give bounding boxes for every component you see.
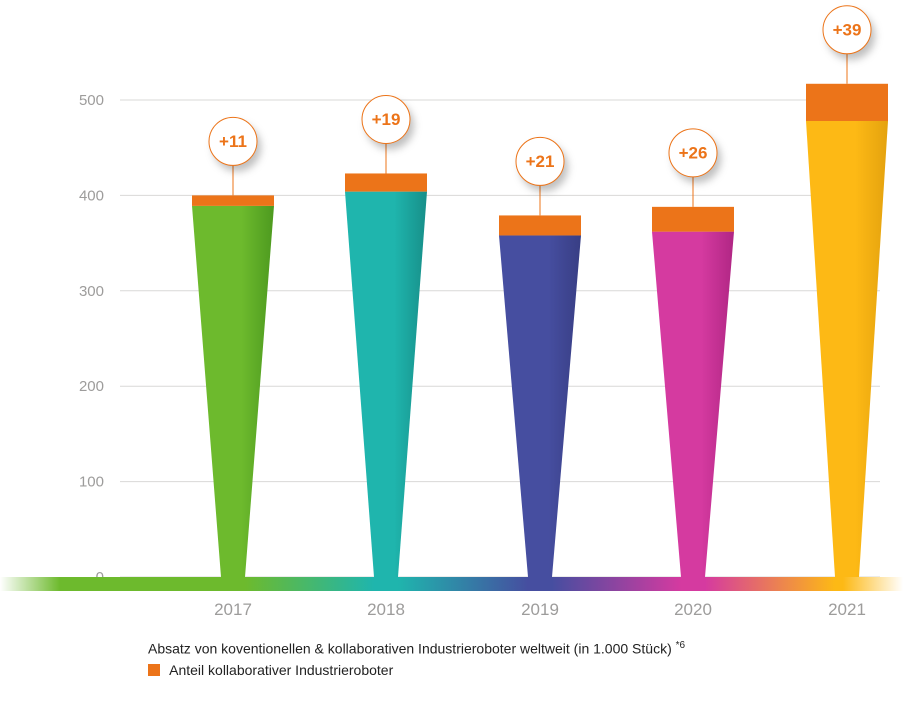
caption-note: *6: [676, 640, 685, 651]
stacked-bar-chart: 0100200300400500+112017+192018+212019+26…: [0, 0, 903, 706]
x-category: 2018: [367, 600, 405, 619]
caption-main: Absatz von koventionellen & kollaborativ…: [148, 638, 685, 660]
caption-text: Absatz von koventionellen & kollaborativ…: [148, 641, 672, 657]
bar-collaborative: [806, 84, 888, 121]
bar-conventional: [499, 235, 581, 577]
delta-label: +26: [679, 143, 708, 162]
x-category: 2017: [214, 600, 252, 619]
bar-collaborative: [652, 207, 734, 232]
svg-text:400: 400: [79, 187, 104, 204]
bar-collaborative: [192, 195, 274, 205]
legend-swatch: [148, 664, 160, 676]
delta-label: +39: [833, 20, 862, 39]
delta-label: +11: [219, 132, 247, 151]
legend-row: Anteil kollaborativer Industrieroboter: [148, 660, 685, 682]
x-category: 2020: [674, 600, 712, 619]
delta-label: +19: [372, 110, 401, 129]
caption-block: Absatz von koventionellen & kollaborativ…: [148, 638, 685, 682]
bar-conventional: [652, 232, 734, 577]
bar-conventional: [806, 121, 888, 577]
svg-text:200: 200: [79, 378, 104, 395]
bar-collaborative: [345, 173, 427, 191]
chart-container: 0100200300400500+112017+192018+212019+26…: [0, 0, 903, 706]
svg-text:500: 500: [79, 92, 104, 109]
bar-conventional: [345, 192, 427, 577]
bar-conventional: [192, 206, 274, 577]
svg-text:100: 100: [79, 474, 104, 491]
delta-label: +21: [526, 152, 555, 171]
x-category: 2021: [828, 600, 866, 619]
bar-collaborative: [499, 215, 581, 235]
svg-text:300: 300: [79, 283, 104, 300]
x-category: 2019: [521, 600, 559, 619]
legend-label: Anteil kollaborativer Industrieroboter: [169, 662, 393, 678]
